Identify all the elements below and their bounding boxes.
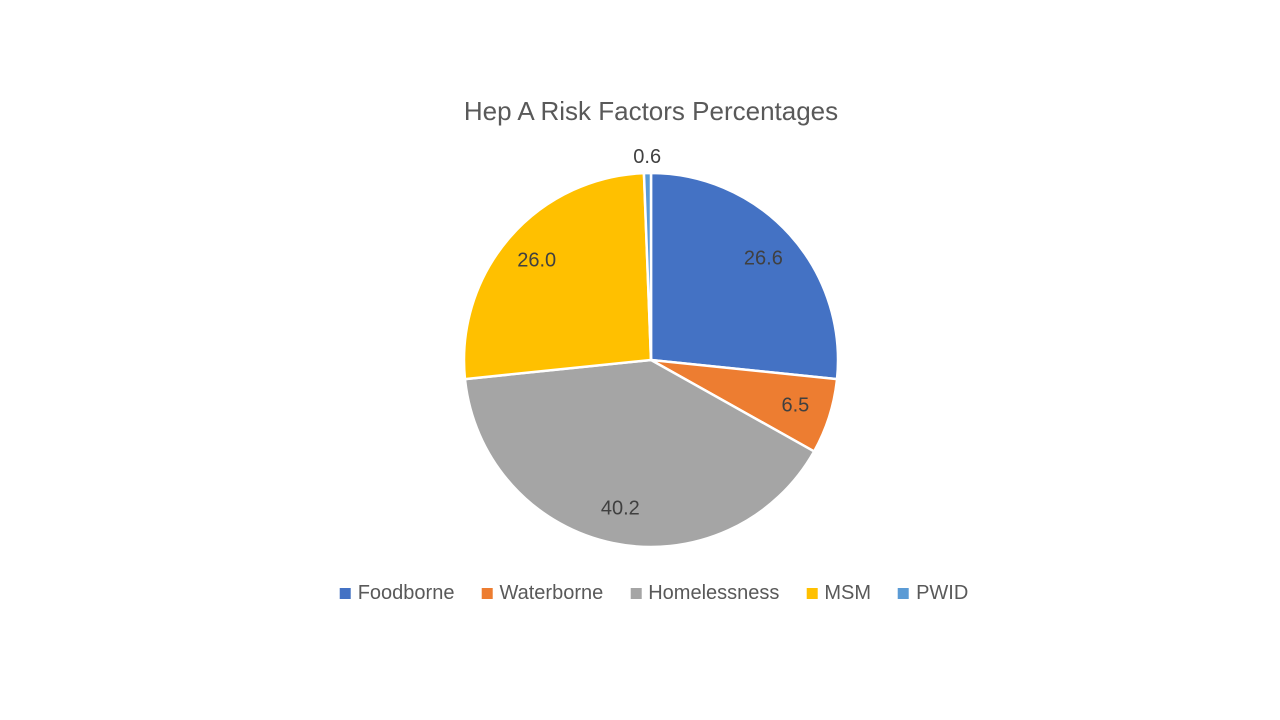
legend-swatch-waterborne	[481, 588, 493, 599]
chart-legend: Foodborne Waterborne Homelessness MSM PWID	[339, 582, 968, 605]
legend-item-foodborne[interactable]: Foodborne	[339, 582, 455, 605]
legend-item-pwid[interactable]: PWID	[898, 582, 968, 605]
legend-label-homelessness: Homelessness	[648, 582, 780, 604]
legend-label-waterborne: Waterborne	[499, 582, 604, 604]
legend-item-msm[interactable]: MSM	[806, 582, 871, 605]
data-label-msm: 26.0	[517, 250, 556, 272]
chart-title: Hep A Risk Factors Percentages	[463, 96, 839, 126]
legend-label-pwid: PWID	[916, 582, 969, 604]
legend-item-waterborne[interactable]: Waterborne	[481, 582, 603, 605]
data-label-homelessness: 40.2	[601, 497, 640, 519]
pie-slice-msm[interactable]	[462, 171, 653, 381]
legend-swatch-homelessness	[630, 588, 642, 599]
legend-swatch-msm	[806, 588, 818, 599]
data-label-pwid: 0.6	[633, 146, 661, 168]
legend-item-homelessness[interactable]: Homelessness	[630, 582, 779, 605]
pie-slice-pwid[interactable]	[642, 171, 653, 362]
legend-swatch-foodborne	[339, 588, 351, 599]
legend-label-foodborne: Foodborne	[357, 582, 455, 604]
data-label-waterborne: 6.5	[781, 395, 809, 417]
legend-label-msm: MSM	[824, 582, 872, 604]
pie-slice-homelessness[interactable]	[463, 358, 816, 549]
legend-swatch-pwid	[898, 588, 910, 599]
data-label-foodborne: 26.6	[744, 248, 783, 270]
pie-slice-foodborne[interactable]	[649, 171, 840, 381]
